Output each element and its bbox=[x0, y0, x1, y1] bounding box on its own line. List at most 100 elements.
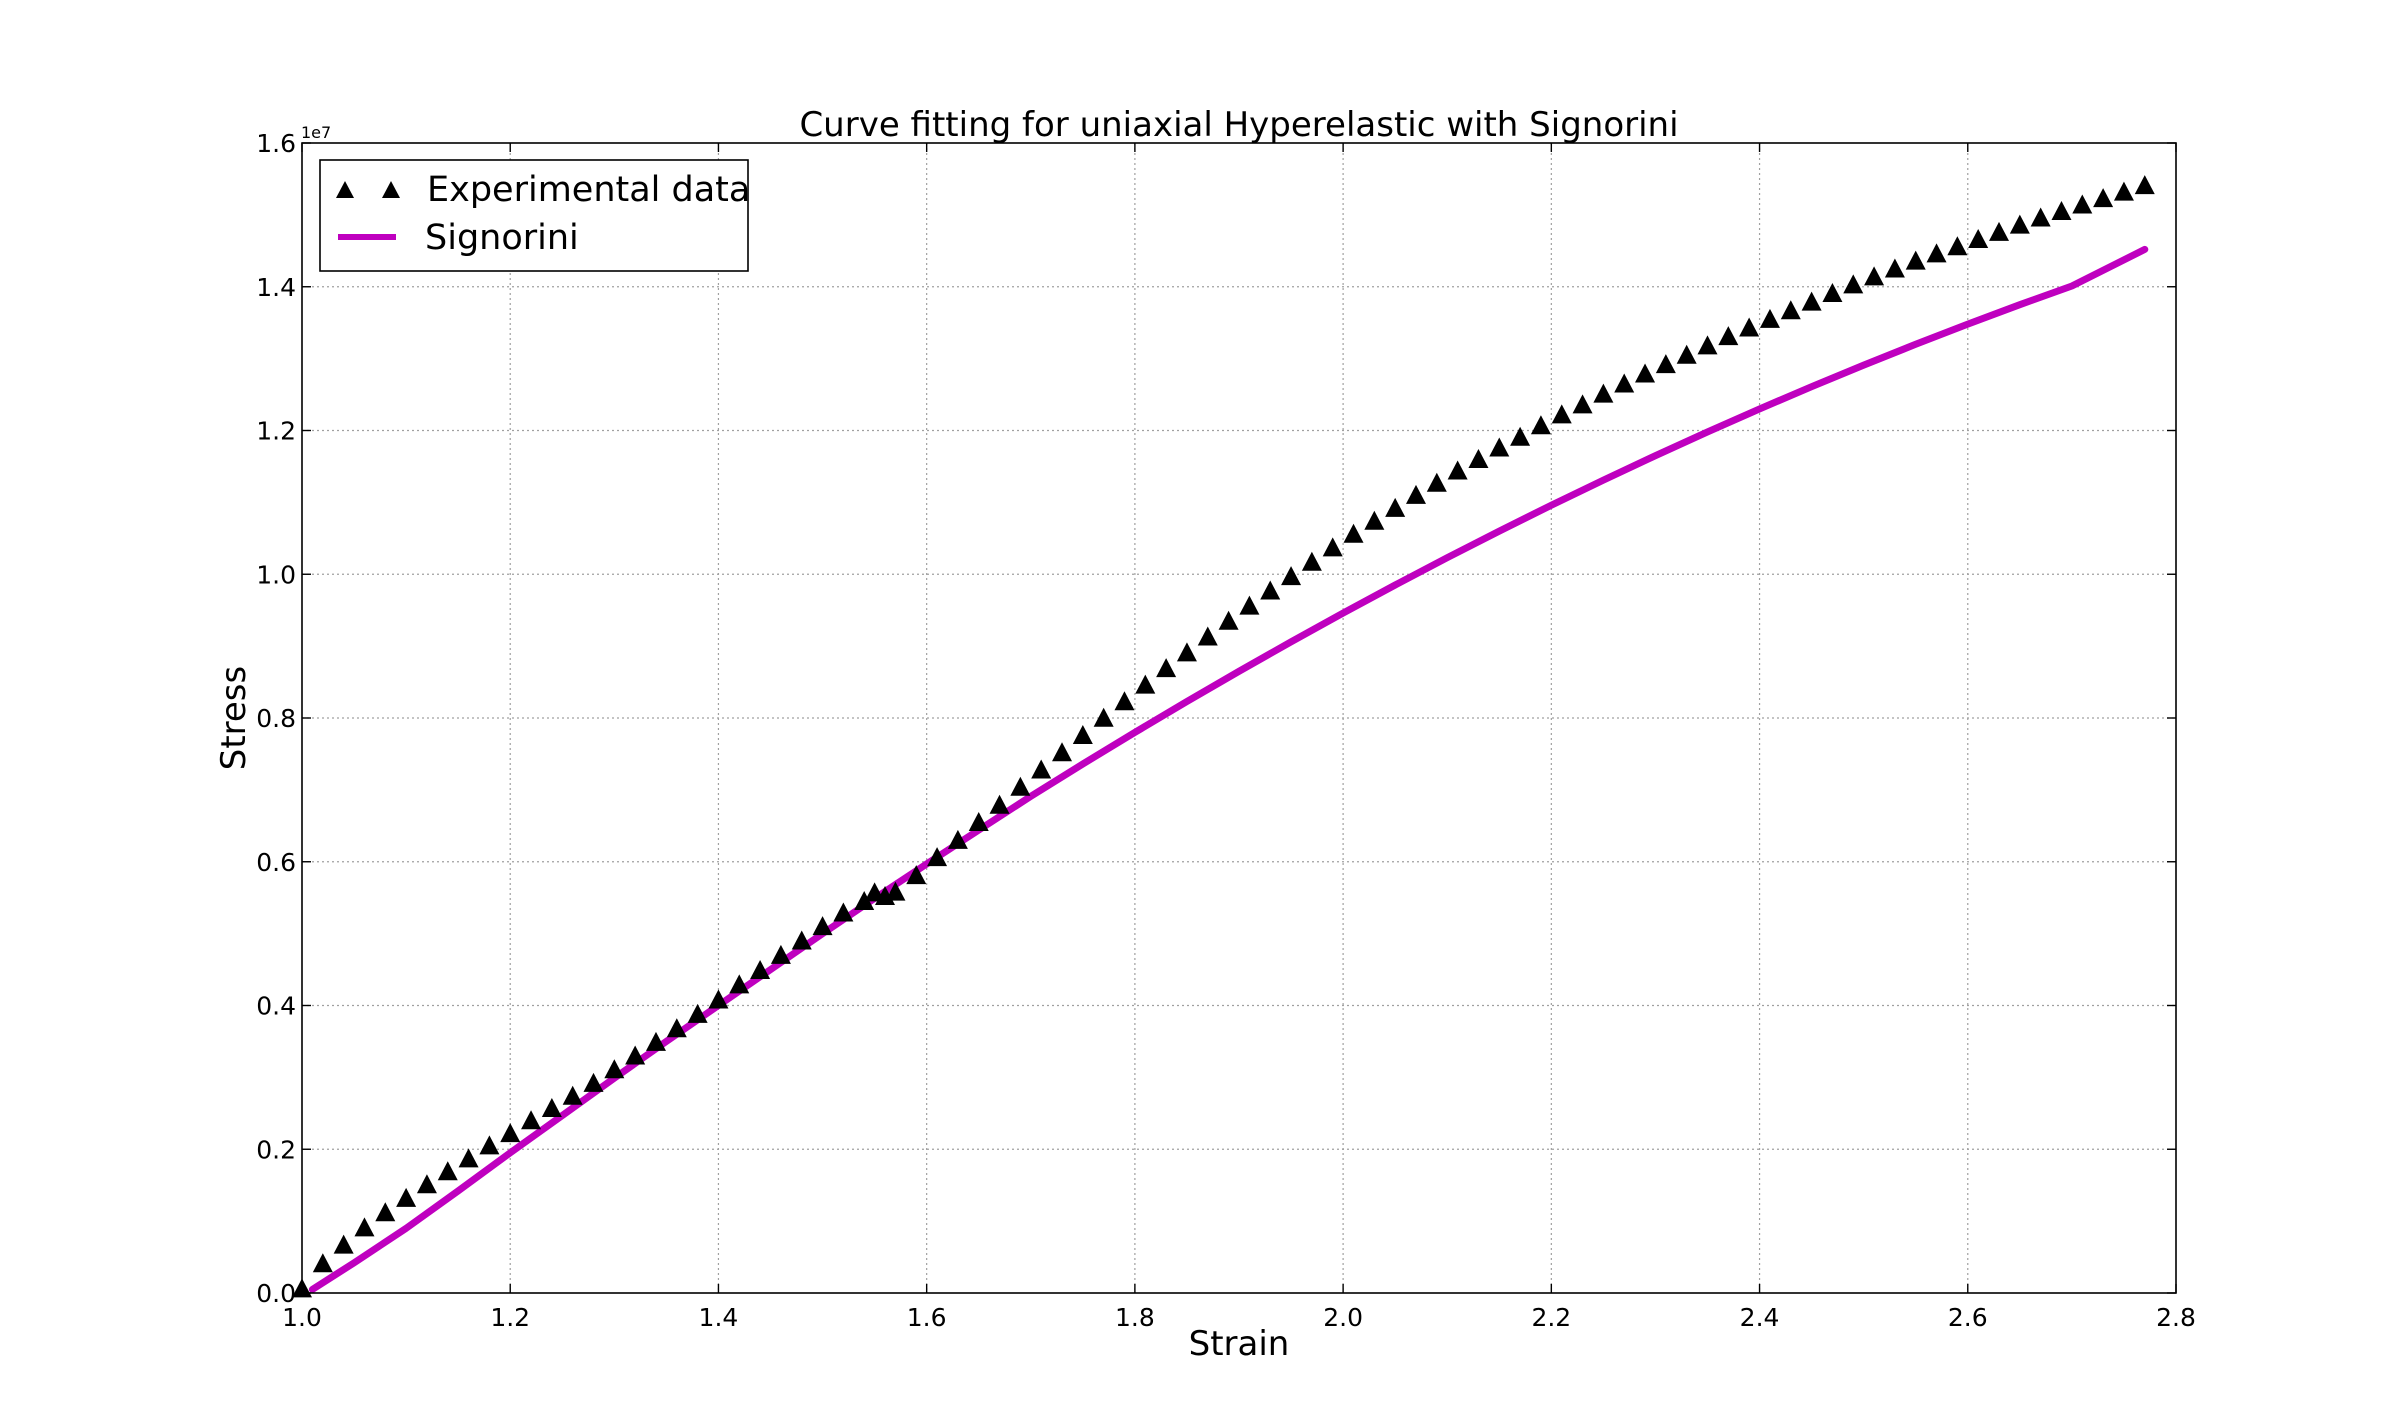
experimental-data-point bbox=[1614, 373, 1635, 393]
experimental-data-point bbox=[2134, 175, 2155, 195]
y-tick-label: 0.6 bbox=[256, 848, 296, 877]
experimental-data-point bbox=[645, 1031, 666, 1051]
experimental-data-point bbox=[1905, 250, 1926, 270]
experimental-data-point bbox=[437, 1161, 458, 1181]
y-tick-label: 0.4 bbox=[256, 992, 296, 1021]
x-tick-label: 1.8 bbox=[1115, 1303, 1155, 1332]
experimental-data-point bbox=[333, 1234, 354, 1254]
experimental-data-point bbox=[1947, 236, 1968, 256]
experimental-data-point bbox=[1281, 566, 1302, 586]
experimental-data-point bbox=[1822, 282, 1843, 302]
experimental-data-point bbox=[604, 1059, 625, 1079]
experimental-data-point bbox=[927, 847, 948, 867]
experimental-data-point bbox=[1197, 626, 1218, 646]
experimental-data-point bbox=[989, 794, 1010, 814]
signorini-fit-line bbox=[308, 245, 2149, 1293]
experimental-data-point bbox=[1385, 497, 1406, 517]
experimental-data-point bbox=[1405, 484, 1426, 504]
y-axis-label: Stress bbox=[214, 666, 254, 771]
experimental-data-point bbox=[947, 829, 968, 849]
y-axis-exponent: 1e7 bbox=[301, 123, 331, 142]
y-tick-label: 0.0 bbox=[256, 1279, 296, 1308]
chart-title: Curve fitting for uniaxial Hyperelastic … bbox=[799, 105, 1678, 145]
experimental-data-point bbox=[1093, 707, 1114, 727]
experimental-data-point bbox=[1010, 776, 1031, 796]
y-tick-label: 1.6 bbox=[256, 129, 296, 158]
experimental-data-point bbox=[583, 1072, 604, 1092]
experimental-data-point bbox=[479, 1135, 500, 1155]
x-tick-label: 2.6 bbox=[1948, 1303, 1988, 1332]
experimental-data-point bbox=[1072, 724, 1093, 744]
experimental-data-point bbox=[1655, 354, 1676, 374]
experimental-data-point bbox=[906, 865, 927, 885]
legend-marker-triangle bbox=[382, 181, 400, 198]
experimental-data-point bbox=[1468, 448, 1489, 468]
experimental-data-point bbox=[1489, 437, 1510, 457]
experimental-data-point bbox=[1447, 460, 1468, 480]
y-tick-label: 1.2 bbox=[256, 417, 296, 446]
experimental-data-point bbox=[2030, 207, 2051, 227]
experimental-data-point bbox=[2072, 194, 2093, 214]
x-tick-label: 1.2 bbox=[490, 1303, 530, 1332]
x-tick-label: 1.4 bbox=[699, 1303, 739, 1332]
experimental-data-point bbox=[625, 1045, 646, 1065]
experimental-data-point bbox=[2051, 201, 2072, 220]
x-tick-label: 2.0 bbox=[1323, 1303, 1363, 1332]
experimental-data-point bbox=[354, 1217, 375, 1237]
experimental-data-point bbox=[885, 881, 906, 901]
experimental-data-point bbox=[562, 1085, 583, 1105]
experimental-data-point bbox=[1759, 308, 1780, 328]
experimental-data-point bbox=[1989, 221, 2010, 241]
experimental-data-point bbox=[833, 902, 854, 922]
experimental-data-point bbox=[729, 974, 750, 994]
experimental-data-point bbox=[1718, 326, 1739, 346]
experimental-data-point bbox=[1301, 551, 1322, 571]
experimental-data-point bbox=[458, 1148, 479, 1168]
legend-box bbox=[319, 159, 749, 272]
legend-label-experimental: Experimental data bbox=[427, 170, 750, 210]
y-tick-label: 1.0 bbox=[256, 560, 296, 589]
experimental-data-point bbox=[1176, 642, 1197, 662]
experimental-data-point bbox=[312, 1253, 333, 1273]
experimental-data-point bbox=[1218, 610, 1239, 630]
x-tick-label: 1.0 bbox=[282, 1303, 322, 1332]
experimental-data-point bbox=[1343, 523, 1364, 543]
experimental-data-point bbox=[854, 891, 875, 910]
experimental-data-point bbox=[1114, 691, 1135, 711]
experimental-data-point bbox=[708, 989, 729, 1009]
experimental-data-point bbox=[1135, 674, 1156, 694]
experimental-data-point bbox=[1593, 383, 1614, 403]
experimental-data-point bbox=[1926, 243, 1947, 263]
legend: Experimental data Signorini bbox=[319, 159, 750, 272]
experimental-data-point bbox=[1426, 472, 1447, 492]
experimental-data-point bbox=[1239, 595, 1260, 615]
grid bbox=[302, 143, 2176, 1293]
ticks: 1.0 1.2 1.4 1.6 1.8 2.0 2.2 2.4 2.6 2.8 0.0 0.2 0.4 0… bbox=[256, 129, 2196, 1332]
experimental-data-point bbox=[1884, 258, 1905, 278]
experimental-data-point bbox=[1530, 415, 1551, 435]
experimental-data-point bbox=[1510, 426, 1531, 446]
y-tick-label: 1.4 bbox=[256, 273, 296, 302]
experimental-data-point bbox=[1551, 404, 1572, 424]
x-tick-label: 2.2 bbox=[1531, 1303, 1571, 1332]
experimental-data-point bbox=[1968, 229, 1989, 249]
x-axis-label: Strain bbox=[1189, 1324, 1290, 1364]
experimental-data-point bbox=[770, 944, 791, 964]
experimental-data-point bbox=[1697, 335, 1718, 355]
experimental-data-point bbox=[1364, 510, 1385, 530]
experimental-data-point bbox=[1635, 363, 1656, 383]
x-tick-label: 1.6 bbox=[907, 1303, 947, 1332]
legend-label-signorini: Signorini bbox=[425, 218, 579, 258]
experimental-data-point bbox=[666, 1018, 687, 1038]
experimental-data-point bbox=[1572, 394, 1593, 414]
experimental-data-point bbox=[1843, 274, 1864, 294]
experimental-data-point bbox=[791, 930, 812, 950]
experimental-data-point bbox=[687, 1003, 708, 1023]
experimental-data-point bbox=[1739, 317, 1760, 337]
experimental-data-point bbox=[1260, 580, 1281, 600]
legend-marker-triangle bbox=[336, 181, 354, 198]
x-tick-label: 2.8 bbox=[2156, 1303, 2196, 1332]
experimental-data-point bbox=[2009, 214, 2030, 234]
experimental-data-point bbox=[812, 916, 833, 936]
